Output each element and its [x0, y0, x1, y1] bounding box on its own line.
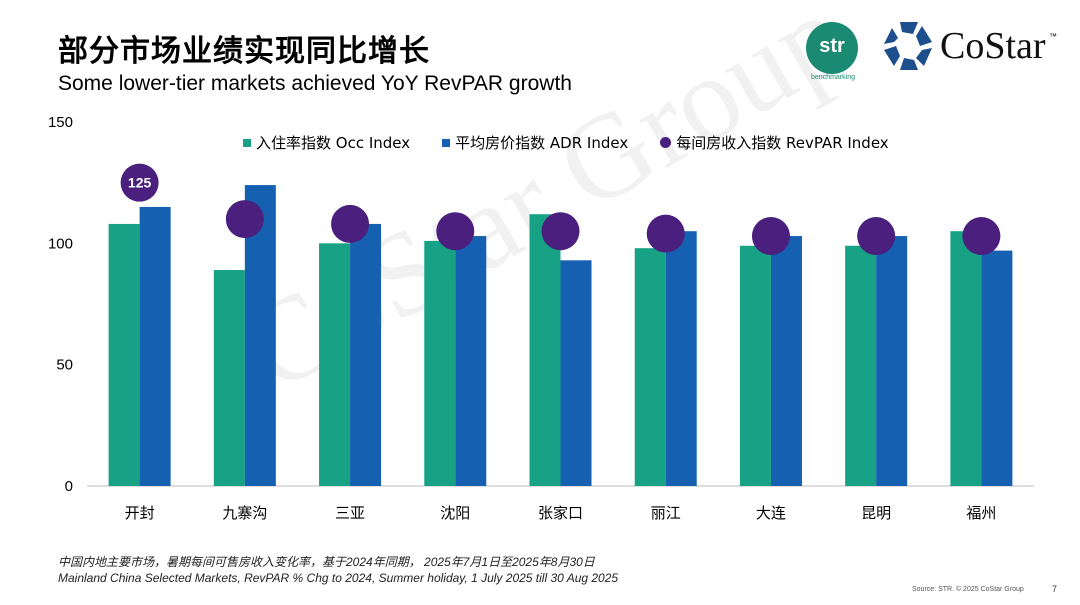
- legend-occ-swatch: [243, 138, 251, 147]
- costar-logo-text: CoStar: [940, 25, 1046, 67]
- legend-occ-label: 入住率指数 Occ Index: [256, 134, 411, 152]
- str-logo: str: [806, 22, 858, 74]
- revpar-dot: [436, 212, 475, 251]
- footnote-chinese: 中国内地主要市场，暑期每间可售房收入变化率，基于2024年同期， 2025年7月…: [58, 555, 595, 569]
- revpar-dot: [962, 217, 1001, 256]
- x-tick-label: 九寨沟: [222, 504, 267, 522]
- adr-bar: [350, 223, 382, 487]
- occ-bar: [319, 243, 351, 486]
- legend-adr: 平均房价指数 ADR Index: [442, 132, 628, 153]
- revpar-dot: [225, 200, 264, 239]
- chart-legend: 入住率指数 Occ Index 平均房价指数 ADR Index 每间房收入指数…: [243, 132, 889, 153]
- x-tick-label: 大连: [756, 504, 786, 522]
- legend-occ: 入住率指数 Occ Index: [243, 132, 410, 153]
- x-tick-label: 三亚: [335, 504, 365, 522]
- footnote-english: Mainland China Selected Markets, RevPAR …: [58, 571, 619, 585]
- revpar-dot: [331, 204, 370, 243]
- x-tick-label: 开封: [125, 504, 155, 522]
- y-tick-label: 150: [48, 114, 73, 131]
- occ-bar: [108, 223, 140, 487]
- legend-adr-swatch: [442, 138, 451, 147]
- legend-adr-label: 平均房价指数 ADR Index: [455, 134, 629, 152]
- occ-bar: [213, 270, 245, 486]
- revpar-dot: [646, 214, 685, 253]
- x-tick-label: 昆明: [861, 504, 891, 522]
- adr-bar: [560, 260, 592, 486]
- revpar-dot: [120, 163, 159, 202]
- revpar-dot: [751, 217, 790, 256]
- x-tick-label: 福州: [966, 504, 996, 522]
- legend-revpar-swatch: [660, 137, 672, 148]
- page-title: 部分市场业绩实现同比增长: [58, 34, 430, 69]
- page-subtitle: Some lower-tier markets achieved YoY Rev…: [58, 72, 572, 95]
- occ-bar: [950, 231, 982, 486]
- costar-star-icon: [884, 22, 932, 70]
- legend-revpar-label: 每间房收入指数 RevPAR Index: [676, 134, 889, 152]
- y-tick-label: 100: [48, 235, 73, 252]
- occ-bar: [424, 240, 456, 486]
- adr-bar: [981, 250, 1013, 486]
- y-tick-label: 50: [56, 357, 73, 374]
- occ-bar: [529, 214, 561, 487]
- y-tick-label: 0: [65, 478, 73, 495]
- adr-bar: [876, 236, 908, 486]
- legend-revpar: 每间房收入指数 RevPAR Index: [660, 132, 889, 153]
- adr-bar: [455, 236, 487, 486]
- costar-trademark: ™: [1049, 32, 1057, 41]
- occ-bar: [739, 245, 771, 486]
- occ-bar: [845, 245, 877, 486]
- adr-bar: [770, 236, 802, 486]
- revpar-dot: [857, 217, 896, 256]
- revpar-data-label: 125: [128, 175, 152, 191]
- page-number: 7: [1052, 584, 1058, 594]
- revpar-dot: [541, 212, 580, 251]
- x-tick-label: 沈阳: [440, 504, 470, 522]
- adr-bar: [139, 206, 171, 486]
- source-note: Source: STR. © 2025 CoStar Group: [912, 586, 1024, 593]
- x-tick-label: 丽江: [651, 504, 681, 522]
- x-tick-label: 张家口: [538, 504, 583, 522]
- occ-bar: [634, 248, 666, 486]
- str-logo-subtitle: benchmarking: [811, 74, 855, 81]
- adr-bar: [665, 231, 697, 486]
